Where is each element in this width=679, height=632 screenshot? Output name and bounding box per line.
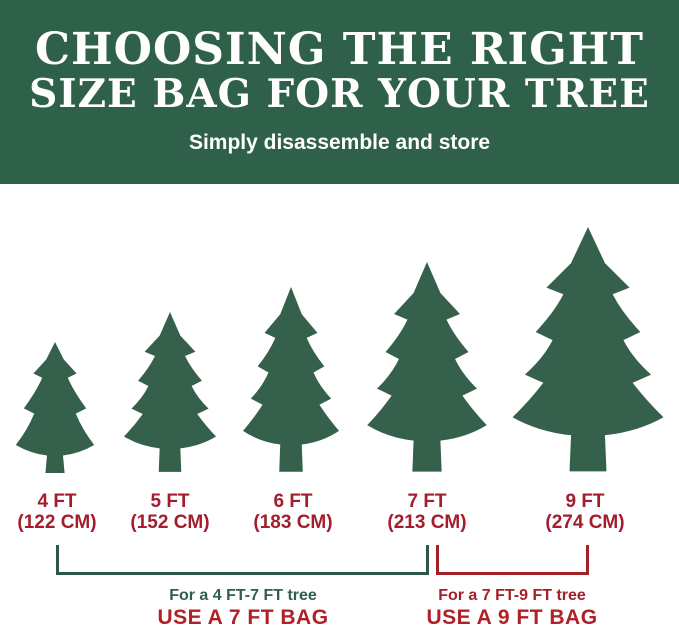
page-title-line2: SIZE BAG FOR YOUR TREE [29, 71, 650, 117]
bag-text: USE A 7 FT BAG [157, 606, 329, 629]
tree-icon-7ft [367, 262, 487, 472]
header-banner: CHOOSING THE RIGHT SIZE BAG FOR YOUR TRE… [0, 0, 679, 184]
bracket-4ft-to-7ft [56, 545, 429, 575]
size-label-6ft: 6 FT (183 CM) [223, 491, 363, 533]
size-cm: (122 CM) [17, 512, 97, 533]
tree-icon-5ft [123, 312, 217, 472]
size-cm: (213 CM) [387, 512, 467, 533]
range-text: For a 7 FT-9 FT tree [438, 587, 586, 604]
page-title-line1: CHOOSING THE RIGHT [35, 24, 644, 75]
page-subtitle: Simply disassemble and store [188, 131, 491, 154]
recommendation-9ft-bag: For a 7 FT-9 FT tree USE A 9 FT BAG [362, 586, 662, 629]
size-cm: (152 CM) [130, 512, 210, 533]
size-label-5ft: 5 FT (152 CM) [100, 491, 240, 533]
size-ft: 9 FT [565, 491, 605, 512]
tree-icon-6ft [242, 287, 340, 472]
bracket-7ft-to-9ft [436, 545, 589, 575]
tree-icon-4ft [15, 342, 95, 473]
bag-text: USE A 9 FT BAG [426, 606, 598, 629]
tree-icon-9ft [512, 227, 664, 472]
size-ft: 5 FT [150, 491, 190, 512]
size-cm: (274 CM) [545, 512, 625, 533]
size-cm: (183 CM) [253, 512, 333, 533]
recommendation-7ft-bag: For a 4 FT-7 FT tree USE A 7 FT BAG [93, 586, 393, 629]
size-ft: 6 FT [273, 491, 313, 512]
size-ft: 7 FT [407, 491, 447, 512]
size-label-9ft: 9 FT (274 CM) [515, 491, 655, 533]
size-ft: 4 FT [37, 491, 77, 512]
range-text: For a 4 FT-7 FT tree [169, 587, 317, 604]
size-label-7ft: 7 FT (213 CM) [357, 491, 497, 533]
size-label-4ft: 4 FT (122 CM) [0, 491, 127, 533]
